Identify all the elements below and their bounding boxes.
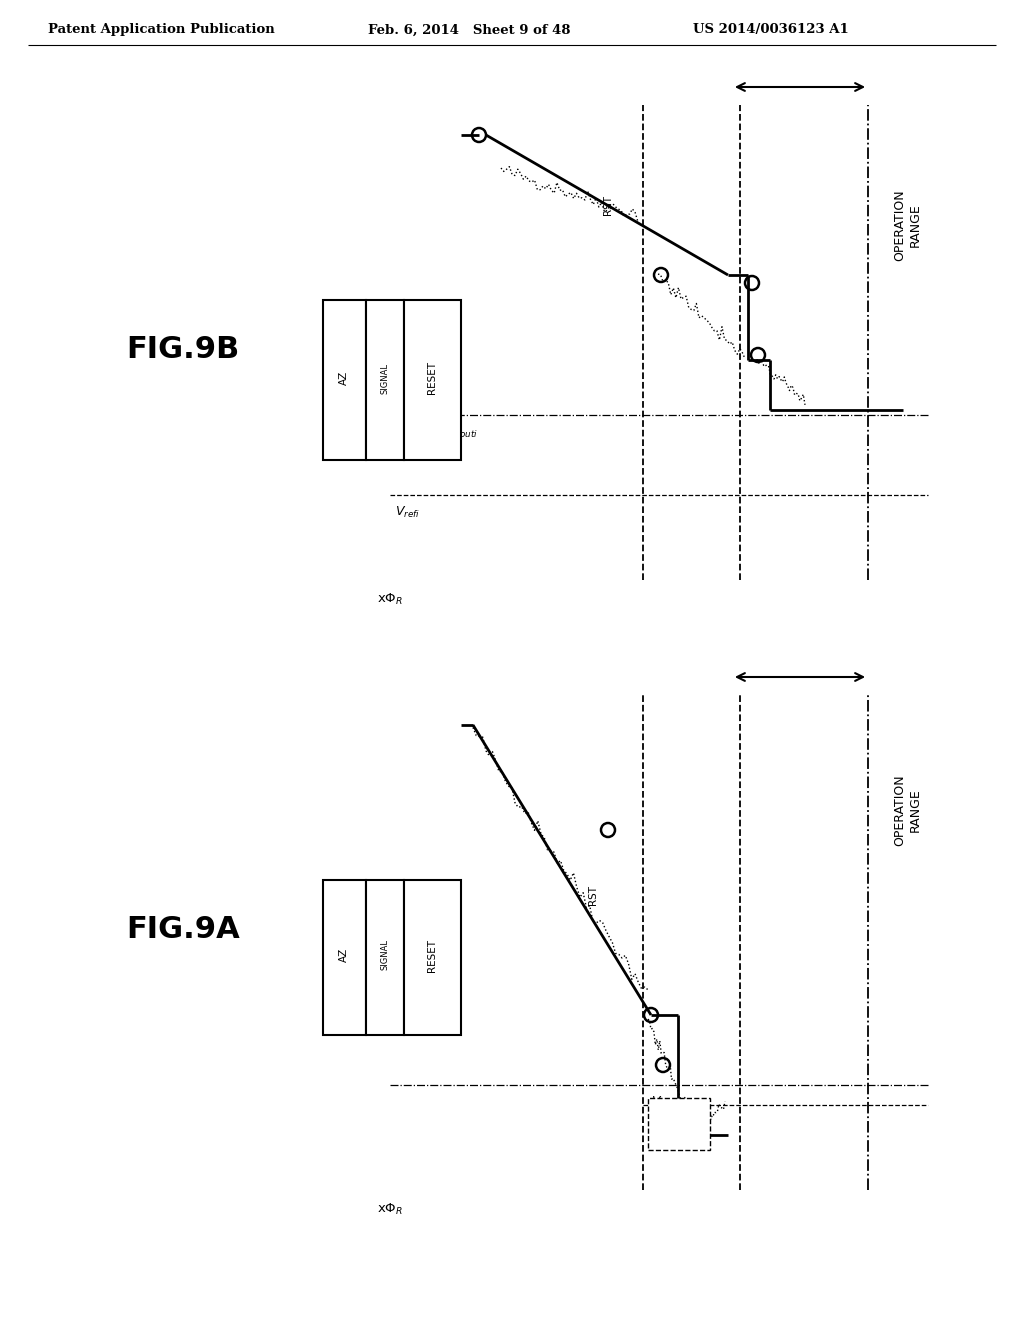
Text: FIG.9B: FIG.9B xyxy=(126,335,240,364)
Text: OPERATION: OPERATION xyxy=(894,189,906,261)
Text: US 2014/0036123 A1: US 2014/0036123 A1 xyxy=(693,24,849,37)
Text: RESET: RESET xyxy=(427,939,437,972)
Bar xyxy=(366,880,404,1035)
Text: x$\Phi_R$: x$\Phi_R$ xyxy=(377,591,403,607)
Bar xyxy=(366,300,404,459)
Bar xyxy=(648,1098,710,1150)
Text: Patent Application Publication: Patent Application Publication xyxy=(48,24,274,37)
Text: RANGE: RANGE xyxy=(908,788,922,832)
Text: OPERATION: OPERATION xyxy=(894,775,906,846)
Text: $V_{refi}$: $V_{refi}$ xyxy=(651,1113,676,1129)
Text: AZ: AZ xyxy=(339,371,349,385)
Text: x$\Phi_R$: x$\Phi_R$ xyxy=(377,1203,403,1217)
Bar xyxy=(323,880,366,1035)
Text: $V_{outi}$: $V_{outi}$ xyxy=(452,425,478,440)
Text: $V_{refi}$: $V_{refi}$ xyxy=(395,506,420,520)
Text: SIGNAL: SIGNAL xyxy=(381,940,389,970)
Text: AZ: AZ xyxy=(339,948,349,962)
Text: RANGE: RANGE xyxy=(908,203,922,247)
Text: FIG.9A: FIG.9A xyxy=(126,916,240,945)
Text: RESET: RESET xyxy=(427,362,437,395)
Text: $V_{outi}$: $V_{outi}$ xyxy=(651,1096,678,1110)
Text: Feb. 6, 2014   Sheet 9 of 48: Feb. 6, 2014 Sheet 9 of 48 xyxy=(368,24,570,37)
Text: SIGNAL: SIGNAL xyxy=(381,363,389,393)
Text: RST: RST xyxy=(588,884,598,906)
Bar xyxy=(404,300,461,459)
Text: RST: RST xyxy=(603,195,613,215)
Bar xyxy=(323,300,366,459)
Bar xyxy=(404,880,461,1035)
